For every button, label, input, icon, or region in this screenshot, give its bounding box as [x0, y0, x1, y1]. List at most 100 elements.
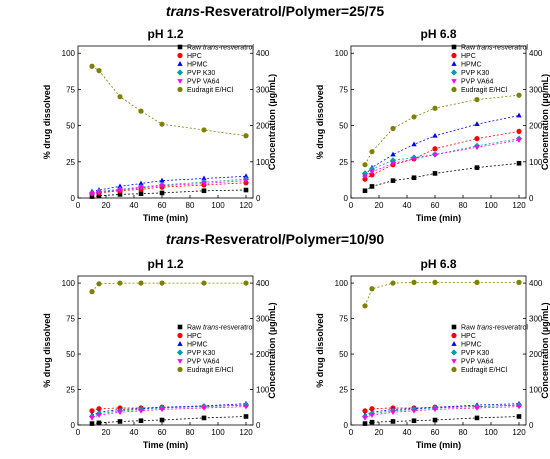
data-point — [390, 161, 396, 167]
legend-label: PVP VA64 — [187, 359, 220, 366]
data-point — [89, 191, 95, 197]
y-tick-label-right: 0 — [529, 194, 534, 203]
data-point — [159, 407, 165, 413]
legend-label: PVP VA64 — [461, 79, 494, 86]
data-point — [411, 279, 417, 285]
series-line — [91, 175, 247, 192]
y-tick-label: 50 — [339, 122, 348, 131]
chart-title: pH 6.8 — [420, 27, 456, 41]
series-3 — [362, 112, 522, 177]
legend-label: Eudragit E/HCl — [187, 87, 234, 94]
legend-marker — [450, 69, 458, 76]
legend-label: Eudragit E/HCl — [187, 367, 234, 374]
y-tick-label: 100 — [62, 49, 76, 58]
data-point — [369, 419, 375, 425]
data-point — [516, 160, 522, 166]
data-point — [362, 174, 368, 180]
data-point — [117, 419, 123, 424]
legend-label: PVP K30 — [187, 70, 215, 77]
series-line — [91, 416, 247, 424]
data-point — [201, 406, 207, 411]
y-tick-label-right: 400 — [256, 49, 270, 58]
legend-marker — [451, 44, 457, 50]
y-tick-label-right: 300 — [529, 315, 543, 324]
x-tick-label: 40 — [403, 428, 412, 437]
data-point — [201, 181, 207, 187]
legend-label: Eudragit E/HCl — [461, 367, 508, 374]
data-point — [117, 410, 123, 416]
legend-label-italic: trans — [477, 325, 493, 332]
series-2 — [89, 180, 249, 197]
data-point — [369, 413, 375, 418]
legend-label-part: -resveratrol — [493, 45, 529, 52]
data-point — [138, 280, 144, 286]
data-point — [369, 184, 375, 189]
data-point — [201, 280, 207, 286]
chart-title: pH 6.8 — [420, 257, 456, 271]
y-axis-label-left: % drug dissolved — [42, 313, 52, 388]
series-6 — [89, 63, 249, 139]
y-axis-label-left: % drug dissolved — [315, 313, 325, 388]
x-tick-label: 60 — [431, 428, 440, 437]
data-point — [390, 178, 396, 183]
data-point — [159, 417, 165, 423]
legend-marker — [451, 341, 457, 346]
series-6 — [362, 279, 522, 309]
series-4 — [88, 176, 250, 197]
y-tick-label: 0 — [71, 421, 76, 430]
y-tick-label: 25 — [339, 386, 348, 395]
data-point — [369, 406, 375, 412]
data-point — [138, 180, 144, 186]
series-line — [91, 282, 246, 292]
x-axis-label: Time (min) — [416, 213, 461, 223]
data-point — [474, 415, 480, 421]
legend-label-italic: trans — [477, 45, 493, 52]
x-tick-label: 60 — [158, 201, 167, 210]
series-line — [91, 178, 247, 194]
data-point — [474, 406, 480, 411]
data-point — [432, 417, 438, 423]
x-tick-label: 80 — [459, 201, 468, 210]
series-1 — [362, 414, 522, 426]
row-title-top-rest: Resveratrol/Polymer=25/75 — [204, 3, 385, 19]
data-point — [96, 281, 102, 287]
data-point — [369, 286, 375, 292]
plot-frame — [350, 45, 527, 199]
data-point — [89, 408, 95, 414]
y-axis-label-left: % drug dissolved — [42, 85, 52, 160]
series-line — [364, 416, 520, 424]
y-tick-label-right: 400 — [529, 49, 543, 58]
data-point — [201, 415, 207, 421]
data-point — [516, 138, 522, 143]
data-point — [390, 151, 396, 157]
y-tick-label-right: 100 — [529, 386, 543, 395]
data-point — [96, 193, 102, 199]
legend-label: HPMC — [461, 342, 482, 349]
x-tick-label: 120 — [512, 428, 526, 437]
series-5 — [89, 178, 249, 197]
legend-label: HPMC — [461, 62, 482, 69]
x-tick-label: 120 — [512, 201, 526, 210]
series-line — [364, 139, 520, 177]
row-title-top-italic: trans- — [165, 3, 205, 19]
y-axis-label-right: Concentration (µg/mL) — [540, 74, 550, 170]
legend-label: HPC — [187, 53, 202, 60]
legend-marker — [177, 324, 183, 330]
legend-marker — [451, 324, 457, 330]
x-tick-label: 40 — [130, 201, 139, 210]
chart-title: pH 1.2 — [147, 27, 183, 41]
data-point — [474, 96, 480, 103]
data-point — [96, 420, 102, 426]
x-tick-label: 80 — [186, 201, 195, 210]
x-tick-label: 40 — [130, 428, 139, 437]
y-tick-label: 75 — [66, 85, 75, 94]
y-axis-label-right: Concentration (µg/mL) — [540, 302, 550, 398]
data-point — [516, 128, 522, 135]
x-tick-label: 40 — [403, 201, 412, 210]
data-point — [159, 183, 165, 189]
y-tick-label-right: 400 — [256, 279, 270, 288]
data-point — [201, 175, 207, 181]
y-axis-label-left: % drug dissolved — [315, 85, 325, 160]
y-tick-label: 75 — [66, 315, 75, 324]
legend-label: Raw trans-resveratrol — [461, 325, 528, 332]
